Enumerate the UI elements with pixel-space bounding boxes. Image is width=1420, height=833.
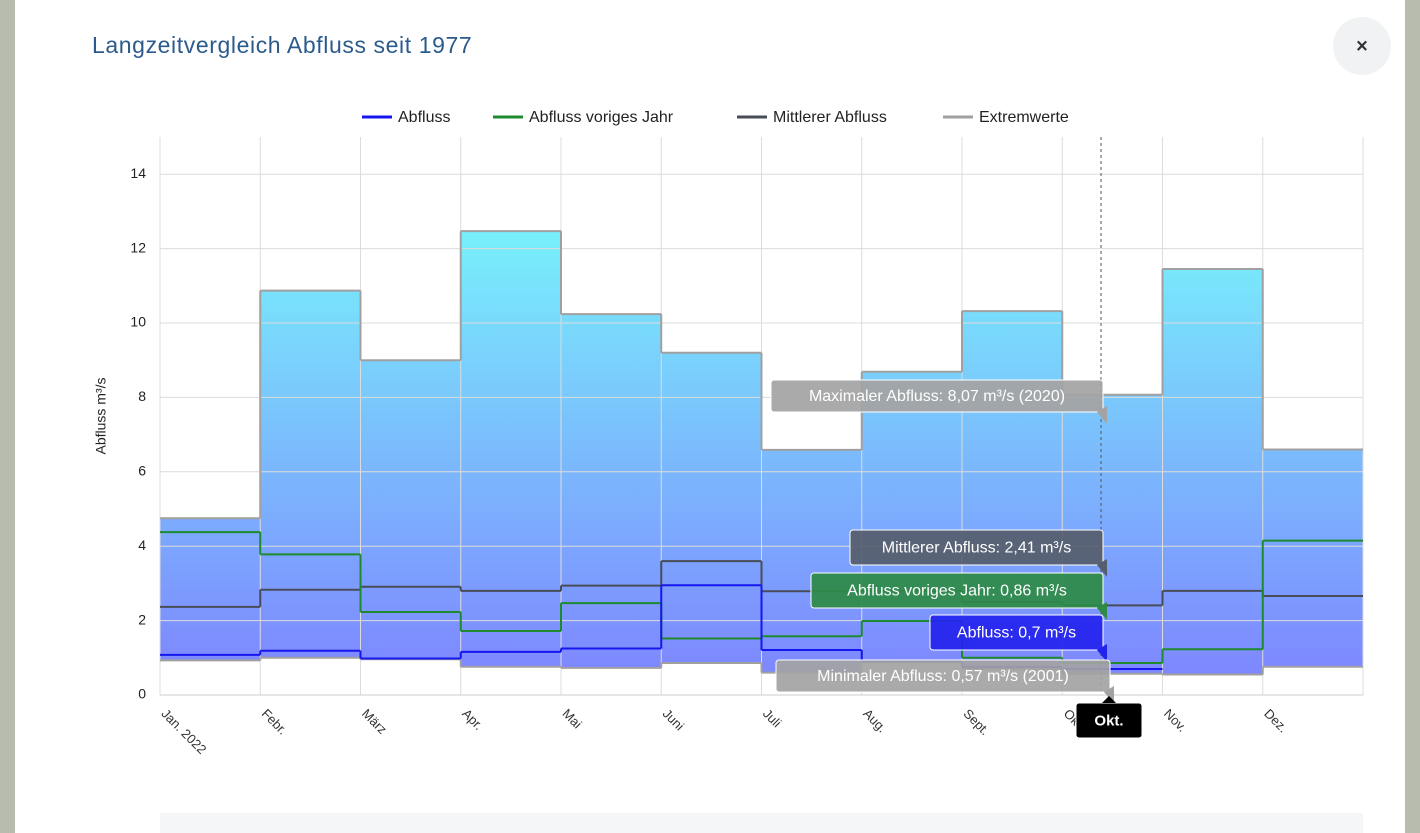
- extreme-range: [861, 371, 962, 662]
- extreme-range: [160, 518, 261, 661]
- close-icon[interactable]: ×: [1356, 35, 1368, 57]
- tooltip-box: [810, 572, 1104, 609]
- y-tick-label: 4: [138, 537, 146, 553]
- legend-label: Abfluss voriges Jahr: [529, 109, 674, 126]
- tooltip-text: Okt.: [1094, 712, 1123, 729]
- extreme-range: [561, 314, 662, 668]
- y-tick-label: 14: [130, 165, 146, 181]
- legend-label: Mittlerer Abfluss: [773, 109, 887, 126]
- y-tick-label: 6: [138, 463, 146, 479]
- tooltip-pointer: [1097, 644, 1107, 662]
- tooltip-pointer: [1097, 406, 1107, 424]
- tooltip-pointer: [1097, 602, 1107, 620]
- extreme-range: [360, 360, 461, 660]
- y-tick-label: 12: [130, 239, 146, 255]
- x-tick-label: Apr.: [459, 706, 486, 733]
- tooltip-pointer: [1102, 696, 1116, 703]
- tooltip-box: [775, 659, 1111, 693]
- modal-title: Langzeitvergleich Abfluss seit 1977: [92, 32, 472, 58]
- tooltip-pointer: [1097, 559, 1107, 577]
- extreme-range: [1262, 449, 1363, 667]
- close-button[interactable]: [1333, 17, 1391, 75]
- x-tick-label: Juli: [760, 706, 784, 730]
- y-tick-label: 0: [138, 686, 146, 702]
- tooltip-text: Minimaler Abfluss: 0,57 m³/s (2001): [817, 668, 1069, 685]
- tooltip-text: Abfluss voriges Jahr: 0,86 m³/s: [847, 583, 1067, 600]
- legend-label: Abfluss: [398, 109, 450, 126]
- x-tick-label: Dez.: [1261, 706, 1291, 736]
- tooltip-box: [929, 614, 1104, 651]
- extreme-range: [962, 311, 1063, 669]
- extreme-range: [260, 290, 361, 658]
- x-tick-label: Mai: [559, 706, 584, 731]
- tooltip-text: Abfluss: 0,7 m³/s: [957, 625, 1076, 642]
- extreme-range: [460, 231, 561, 667]
- table-placeholder: [160, 813, 1363, 833]
- y-tick-label: 2: [138, 611, 146, 627]
- legend-label: Extremwerte: [979, 109, 1069, 126]
- x-tick-label: Juni: [660, 706, 688, 734]
- x-tick-label: Jan. 2022: [158, 706, 209, 757]
- x-tick-label: Nov.: [1161, 706, 1190, 735]
- tooltip-box: [849, 529, 1104, 566]
- extreme-range: [761, 449, 862, 673]
- x-tick-label: Aug.: [860, 706, 890, 736]
- y-axis-label: Abfluss m³/s: [93, 377, 109, 454]
- y-tick-label: 8: [138, 388, 146, 404]
- x-tick-label: Febr.: [259, 706, 291, 738]
- tooltip-text: Maximaler Abfluss: 8,07 m³/s (2020): [809, 388, 1065, 405]
- tooltip-box: [770, 379, 1104, 413]
- tooltip-text: Mittlerer Abfluss: 2,41 m³/s: [882, 540, 1071, 557]
- x-tick-label: März: [359, 706, 390, 737]
- y-tick-label: 10: [130, 314, 146, 330]
- extreme-range: [661, 352, 762, 664]
- x-tick-label: Sept.: [960, 706, 992, 738]
